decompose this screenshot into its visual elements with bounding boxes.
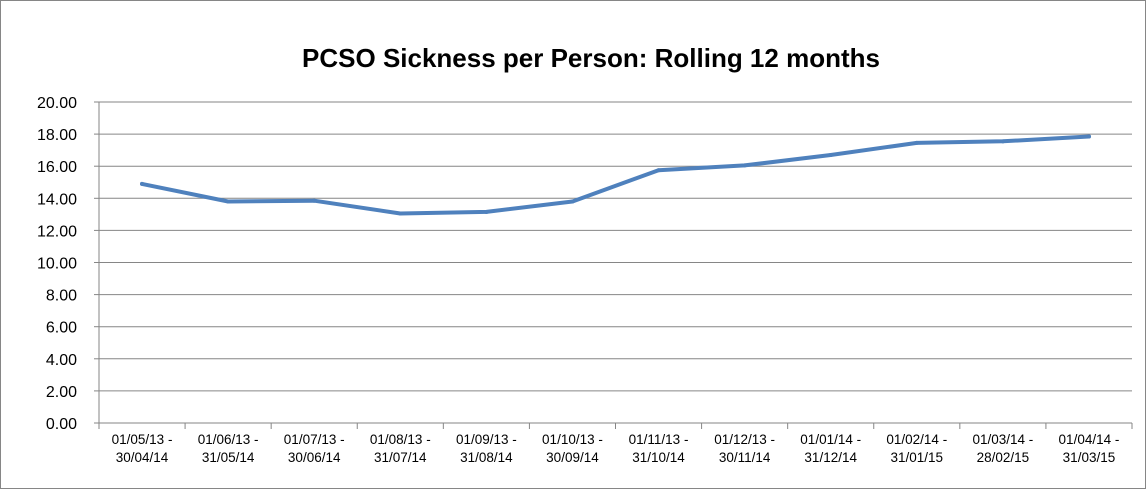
data-point bbox=[570, 199, 575, 204]
x-tick-label-line: 30/06/14 bbox=[288, 450, 341, 465]
data-point bbox=[742, 163, 747, 168]
x-tick-label-line: 30/04/14 bbox=[116, 450, 169, 465]
x-tick-label-line: 01/11/13 - bbox=[629, 432, 689, 447]
x-tick-label-line: 30/09/14 bbox=[546, 450, 599, 465]
data-point bbox=[656, 168, 661, 173]
x-tick-label: 01/08/13 - 31/07/14 bbox=[370, 432, 431, 465]
x-tick-label: 01/02/14 - 31/01/15 bbox=[886, 432, 947, 465]
data-point bbox=[226, 199, 231, 204]
x-tick-label: 01/11/13 - 31/10/14 bbox=[629, 432, 689, 465]
x-tick-label-line: 01/01/14 - bbox=[800, 432, 861, 447]
x-tick-label-line: 31/03/15 bbox=[1063, 450, 1116, 465]
x-tick-label: 01/06/13 - 31/05/14 bbox=[198, 432, 259, 465]
y-tick-label: 4.00 bbox=[46, 352, 77, 369]
data-point bbox=[140, 181, 145, 186]
x-tick-label-line: 31/10/14 bbox=[632, 450, 685, 465]
x-tick-label: 01/05/13 - 30/04/14 bbox=[112, 432, 173, 465]
x-tick-label-line: 28/02/15 bbox=[977, 450, 1030, 465]
y-tick-label: 6.00 bbox=[46, 320, 77, 337]
gridlines bbox=[99, 101, 1132, 392]
x-axis bbox=[94, 101, 1133, 429]
x-tick-label: 01/12/13 - 30/11/14 bbox=[714, 432, 775, 465]
x-tick-label-line: 01/08/13 - bbox=[370, 432, 431, 447]
x-tick-label-line: 31/08/14 bbox=[460, 450, 513, 465]
x-tick-label-line: 31/12/14 bbox=[804, 450, 857, 465]
x-tick-label-line: 01/04/14 - bbox=[1059, 432, 1120, 447]
y-tick-label: 0.00 bbox=[46, 416, 77, 433]
x-tick-label-line: 31/05/14 bbox=[202, 450, 255, 465]
data-point bbox=[914, 140, 919, 145]
data-point bbox=[828, 152, 833, 157]
y-tick-label: 18.00 bbox=[37, 127, 77, 144]
y-axis-tick-labels: 0.00 2.00 4.00 6.00 8.00 10.00 12.00 14.00 16.00… bbox=[37, 95, 77, 433]
x-tick-label-line: 01/09/13 - bbox=[456, 432, 517, 447]
y-tick-label: 10.00 bbox=[37, 256, 77, 273]
x-tick-label-line: 01/06/13 - bbox=[198, 432, 259, 447]
data-point bbox=[398, 211, 403, 216]
x-tick-label: 01/01/14 - 31/12/14 bbox=[800, 432, 861, 465]
y-tick-label: 2.00 bbox=[46, 384, 77, 401]
data-point bbox=[1000, 139, 1005, 144]
x-tick-label: 01/03/14 - 28/02/15 bbox=[972, 432, 1033, 465]
y-tick-label: 16.00 bbox=[37, 159, 77, 176]
x-tick-label-line: 01/03/14 - bbox=[972, 432, 1033, 447]
x-tick-label-line: 01/07/13 - bbox=[284, 432, 345, 447]
x-tick-label-line: 01/10/13 - bbox=[542, 432, 603, 447]
series-line bbox=[140, 134, 1091, 216]
x-tick-label: 01/10/13 - 30/09/14 bbox=[542, 432, 603, 465]
y-tick-label: 20.00 bbox=[37, 95, 77, 112]
chart-title: PCSO Sickness per Person: Rolling 12 mon… bbox=[302, 43, 880, 73]
x-tick-label: 01/04/14 - 31/03/15 bbox=[1059, 432, 1120, 465]
y-tick-label: 8.00 bbox=[46, 288, 77, 305]
data-point bbox=[484, 209, 489, 214]
y-tick-label: 12.00 bbox=[37, 223, 77, 240]
x-tick-label-line: 01/05/13 - bbox=[112, 432, 173, 447]
x-tick-label: 01/07/13 - 30/06/14 bbox=[284, 432, 345, 465]
x-tick-label: 01/09/13 - 31/08/14 bbox=[456, 432, 517, 465]
x-tick-label-line: 31/01/15 bbox=[891, 450, 944, 465]
y-tick-label: 14.00 bbox=[37, 191, 77, 208]
x-tick-label-line: 31/07/14 bbox=[374, 450, 427, 465]
x-tick-label-line: 01/12/13 - bbox=[714, 432, 775, 447]
series-group bbox=[140, 134, 1091, 216]
x-tick-label-line: 01/02/14 - bbox=[886, 432, 947, 447]
data-point bbox=[1086, 134, 1091, 139]
data-point bbox=[312, 198, 317, 203]
x-tick-label-line: 30/11/14 bbox=[719, 450, 771, 465]
